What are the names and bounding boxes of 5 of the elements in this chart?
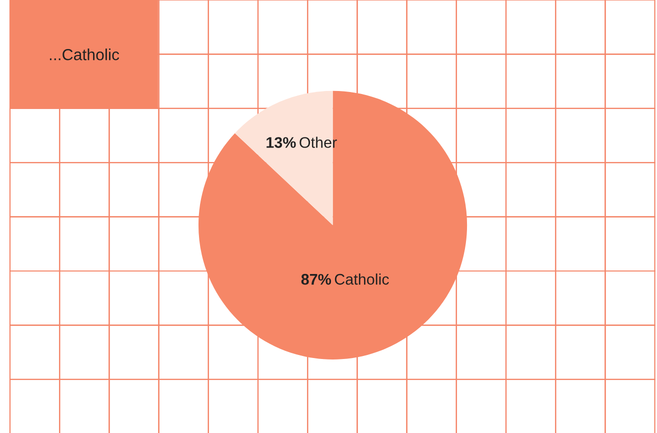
slice-label: Other (300, 136, 337, 148)
data-label: 87% (301, 274, 332, 285)
chart-title: ...Catholic (50, 48, 120, 60)
slice-label: Catholic (334, 274, 389, 285)
data-label: 13% (266, 137, 296, 148)
